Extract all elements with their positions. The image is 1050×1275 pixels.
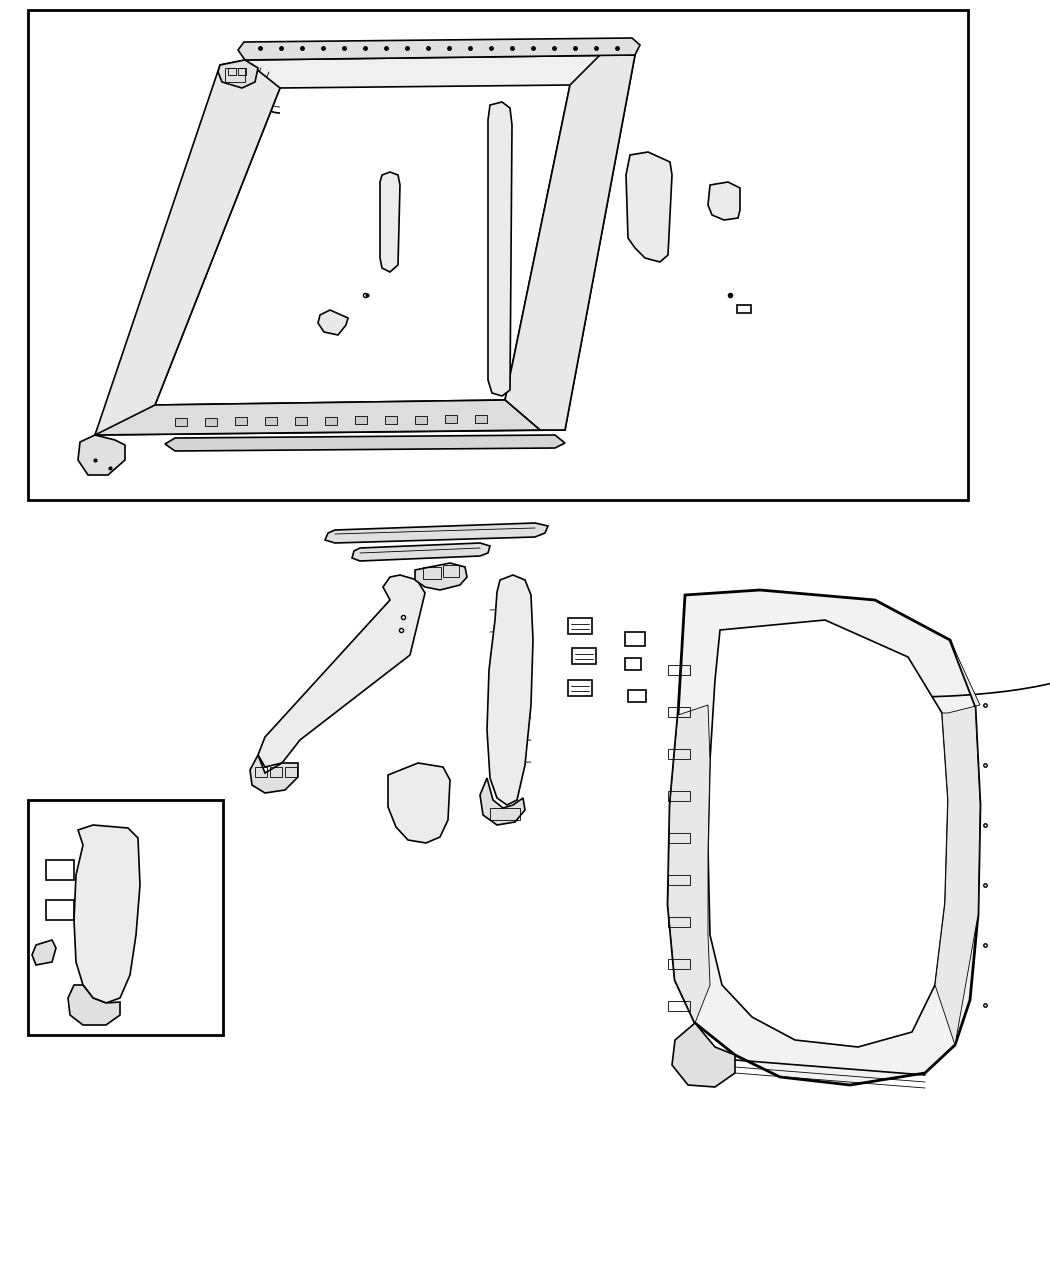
Bar <box>238 68 246 75</box>
Polygon shape <box>708 182 740 221</box>
Polygon shape <box>415 564 467 590</box>
Bar <box>28 10 968 500</box>
Bar <box>668 666 690 674</box>
Bar <box>475 414 487 423</box>
Polygon shape <box>94 400 540 435</box>
Bar <box>668 1001 690 1011</box>
Bar <box>255 768 267 776</box>
Bar <box>490 808 520 820</box>
Bar <box>326 417 337 425</box>
Polygon shape <box>258 575 425 768</box>
Bar <box>668 748 690 759</box>
Polygon shape <box>352 543 490 561</box>
Bar <box>265 417 277 425</box>
Bar <box>443 565 459 578</box>
Polygon shape <box>934 640 980 1046</box>
Polygon shape <box>488 102 512 397</box>
Polygon shape <box>668 590 980 1085</box>
Polygon shape <box>708 620 948 1047</box>
Bar <box>668 708 690 717</box>
Bar <box>28 799 223 1035</box>
Polygon shape <box>480 778 525 825</box>
Bar <box>572 648 596 664</box>
Bar <box>355 416 368 425</box>
Polygon shape <box>94 55 635 435</box>
Bar <box>628 690 646 703</box>
Bar <box>668 833 690 843</box>
Bar <box>668 790 690 801</box>
Bar <box>175 418 187 426</box>
Bar <box>225 68 245 82</box>
Bar <box>415 416 427 423</box>
Polygon shape <box>250 755 298 793</box>
Polygon shape <box>388 762 450 843</box>
Polygon shape <box>380 172 400 272</box>
Bar <box>228 68 236 75</box>
Bar <box>285 768 297 776</box>
Bar <box>737 305 751 312</box>
Polygon shape <box>78 435 125 476</box>
Bar <box>235 417 247 426</box>
Bar <box>385 416 397 423</box>
Polygon shape <box>32 940 56 965</box>
Bar <box>295 417 307 425</box>
Polygon shape <box>68 986 120 1025</box>
Bar <box>445 416 457 423</box>
Bar <box>668 959 690 969</box>
Bar <box>668 875 690 885</box>
Bar <box>205 418 217 426</box>
Bar <box>568 680 592 696</box>
Bar <box>668 917 690 927</box>
Polygon shape <box>238 38 640 60</box>
Bar <box>423 567 441 579</box>
Bar <box>625 632 645 646</box>
Bar <box>568 618 592 634</box>
Bar <box>270 768 282 776</box>
Polygon shape <box>165 435 565 451</box>
Polygon shape <box>94 60 280 435</box>
Polygon shape <box>218 60 258 88</box>
Bar <box>46 861 74 880</box>
Polygon shape <box>318 310 348 335</box>
Bar <box>625 658 640 669</box>
Polygon shape <box>487 575 533 805</box>
Polygon shape <box>505 55 635 430</box>
Polygon shape <box>626 152 672 261</box>
Bar <box>46 900 74 921</box>
Polygon shape <box>155 85 570 405</box>
Polygon shape <box>668 705 710 1023</box>
Polygon shape <box>74 825 140 1003</box>
Polygon shape <box>326 523 548 543</box>
Polygon shape <box>672 1023 735 1088</box>
